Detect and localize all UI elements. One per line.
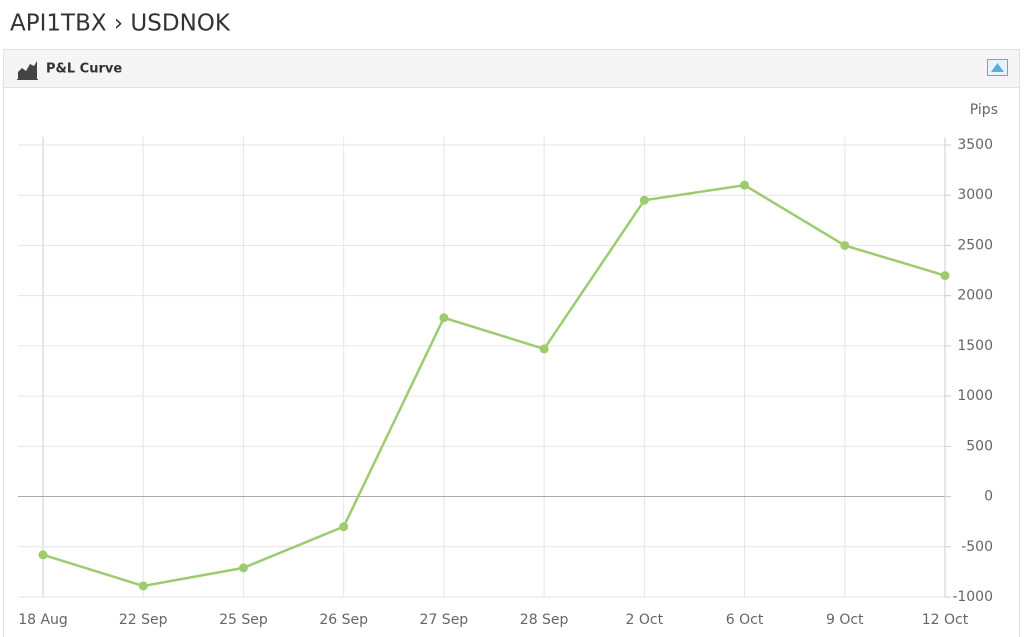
point [539, 344, 549, 354]
y-tick-label: 2000 [957, 288, 993, 304]
y-tick-label: 1000 [957, 388, 993, 404]
point [639, 195, 649, 205]
point [940, 271, 950, 281]
y-tick-label: -1000 [952, 589, 993, 605]
expand-button[interactable] [987, 59, 1008, 76]
panel-header [4, 50, 1019, 87]
line [42, 183, 946, 588]
point [740, 180, 750, 190]
plot: 18 Aug 22 Sep 25 Sep 26 Sep 27 Sep 28 Sep 2 Oc… [18, 137, 993, 628]
y-axis-label: Pips [970, 102, 998, 118]
y-tick-label: 2500 [957, 237, 993, 253]
x-tick-label: 12 Oct [922, 612, 969, 628]
x-tick-label: 27 Sep [420, 612, 469, 628]
chart-icon [18, 61, 37, 79]
x-tick-label: 9 Oct [826, 612, 864, 628]
point [238, 563, 248, 573]
y-tick-label: 3000 [957, 187, 993, 203]
page-title: API1TBX › USDNOK [10, 11, 231, 37]
y-tick-label: -500 [961, 539, 993, 555]
y-tick-label: 0 [984, 489, 993, 505]
y-tick-label: 3500 [957, 137, 993, 153]
x-tick-label: 26 Sep [319, 612, 368, 628]
point [339, 522, 349, 532]
point [138, 581, 148, 591]
x-tick-label: 2 Oct [626, 612, 664, 628]
panel [3, 49, 1020, 637]
x-tick-label: 25 Sep [219, 612, 268, 628]
x-tick-label: 18 Aug [18, 612, 68, 628]
panel-title: P&L Curve [46, 62, 122, 77]
point [439, 313, 449, 323]
x-tick-label: 22 Sep [119, 612, 168, 628]
x-tick-label: 6 Oct [726, 612, 764, 628]
expand-arrow[interactable] [991, 63, 1004, 72]
x-tick-label: 28 Sep [520, 612, 569, 628]
point [840, 240, 850, 250]
point [38, 550, 48, 560]
y-tick-label: 500 [966, 438, 993, 454]
y-tick-label: 1500 [957, 338, 993, 354]
